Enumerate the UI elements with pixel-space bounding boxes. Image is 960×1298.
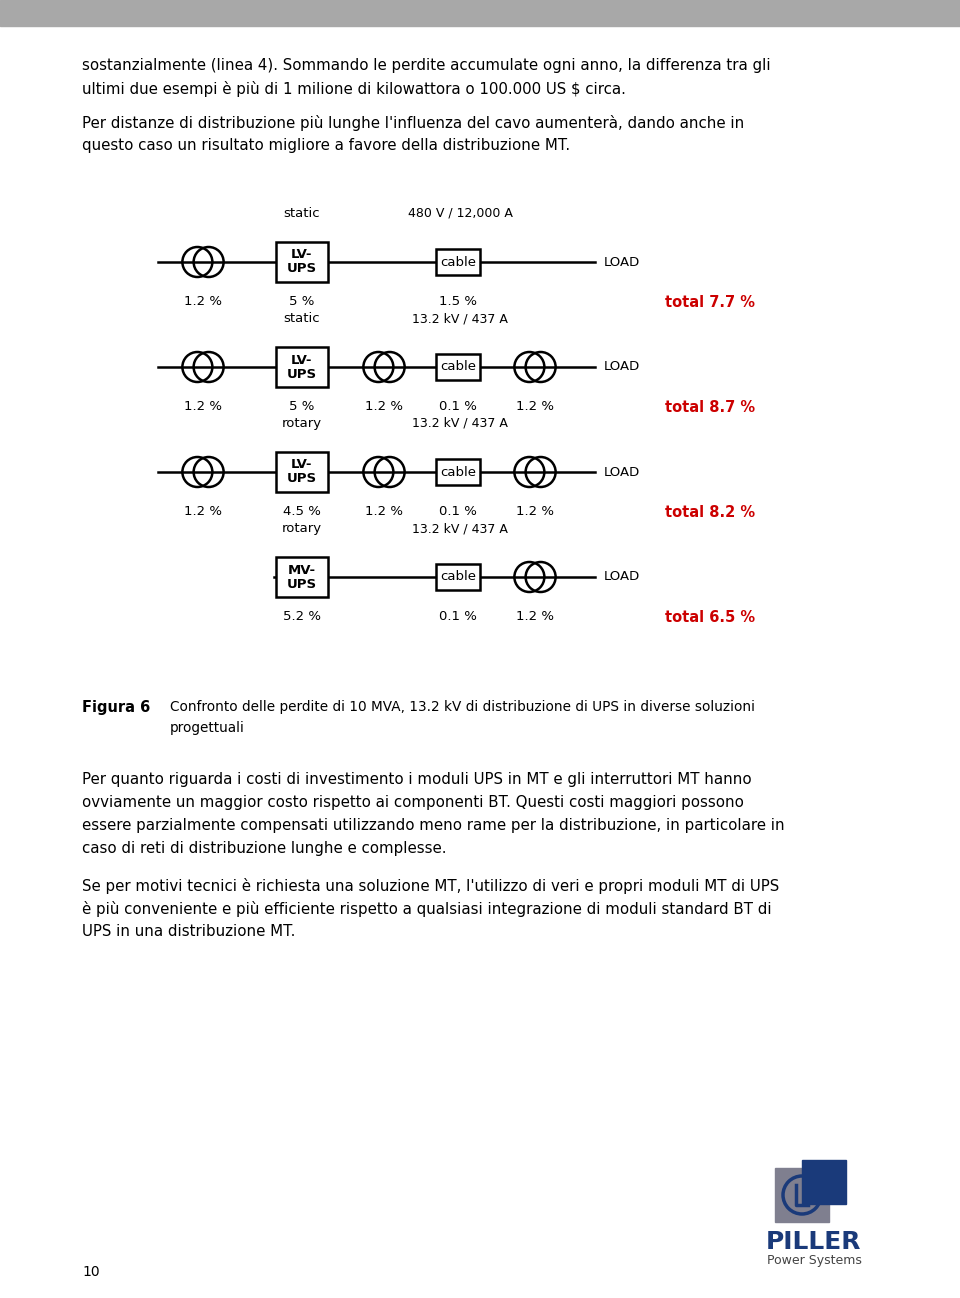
Text: LOAD: LOAD xyxy=(604,361,640,374)
Text: 5 %: 5 % xyxy=(289,295,315,308)
Text: 13.2 kV / 437 A: 13.2 kV / 437 A xyxy=(412,312,508,324)
Text: rotary: rotary xyxy=(282,417,322,430)
Bar xyxy=(436,354,480,380)
Text: Per quanto riguarda i costi di investimento i moduli UPS in MT e gli interruttor: Per quanto riguarda i costi di investime… xyxy=(82,772,752,787)
Bar xyxy=(436,565,480,591)
Text: LOAD: LOAD xyxy=(604,256,640,269)
Text: caso di reti di distribuzione lunghe e complesse.: caso di reti di distribuzione lunghe e c… xyxy=(82,841,446,855)
Text: 1.2 %: 1.2 % xyxy=(184,505,222,518)
Text: rotary: rotary xyxy=(282,522,322,535)
Text: cable: cable xyxy=(440,466,476,479)
Text: Per distanze di distribuzione più lunghe l'influenza del cavo aumenterà, dando a: Per distanze di distribuzione più lunghe… xyxy=(82,116,744,131)
Text: cable: cable xyxy=(440,256,476,269)
Text: 13.2 kV / 437 A: 13.2 kV / 437 A xyxy=(412,417,508,430)
Bar xyxy=(276,347,328,387)
Text: 1.2 %: 1.2 % xyxy=(184,295,222,308)
Text: 0.1 %: 0.1 % xyxy=(439,400,477,413)
Text: LOAD: LOAD xyxy=(604,466,640,479)
Text: Power Systems: Power Systems xyxy=(767,1254,861,1267)
Text: 1.2 %: 1.2 % xyxy=(516,400,554,413)
Text: sostanzialmente (linea 4). Sommando le perdite accumulate ogni anno, la differen: sostanzialmente (linea 4). Sommando le p… xyxy=(82,58,771,73)
Text: cable: cable xyxy=(440,361,476,374)
Bar xyxy=(775,1168,829,1221)
Text: LV-
UPS: LV- UPS xyxy=(287,248,317,275)
Bar xyxy=(802,1160,846,1205)
Text: è più conveniente e più efficiente rispetto a qualsiasi integrazione di moduli s: è più conveniente e più efficiente rispe… xyxy=(82,901,772,916)
Bar xyxy=(436,459,480,485)
Bar xyxy=(436,249,480,275)
Text: ultimi due esempi è più di 1 milione di kilowattora o 100.000 US $ circa.: ultimi due esempi è più di 1 milione di … xyxy=(82,80,626,97)
Text: 1.2 %: 1.2 % xyxy=(516,610,554,623)
Text: 10: 10 xyxy=(82,1266,100,1279)
Text: Figura 6: Figura 6 xyxy=(82,700,151,715)
Text: 5.2 %: 5.2 % xyxy=(283,610,321,623)
Text: Confronto delle perdite di 10 MVA, 13.2 kV di distribuzione di UPS in diverse so: Confronto delle perdite di 10 MVA, 13.2 … xyxy=(170,700,755,714)
Text: questo caso un risultato migliore a favore della distribuzione MT.: questo caso un risultato migliore a favo… xyxy=(82,138,570,153)
Text: essere parzialmente compensati utilizzando meno rame per la distribuzione, in pa: essere parzialmente compensati utilizzan… xyxy=(82,818,784,833)
Text: 5 %: 5 % xyxy=(289,400,315,413)
Text: PILLER: PILLER xyxy=(766,1231,862,1254)
Text: MV-
UPS: MV- UPS xyxy=(287,563,317,591)
Text: 1.5 %: 1.5 % xyxy=(439,295,477,308)
Text: total 8.2 %: total 8.2 % xyxy=(665,505,756,520)
Bar xyxy=(0,0,960,26)
Text: total 8.7 %: total 8.7 % xyxy=(665,400,756,415)
Text: 480 V / 12,000 A: 480 V / 12,000 A xyxy=(408,206,513,219)
Text: 1.2 %: 1.2 % xyxy=(516,505,554,518)
Text: 1.2 %: 1.2 % xyxy=(365,400,403,413)
Bar xyxy=(276,241,328,282)
Text: total 7.7 %: total 7.7 % xyxy=(665,295,755,310)
Text: 1.2 %: 1.2 % xyxy=(365,505,403,518)
Text: 0.1 %: 0.1 % xyxy=(439,610,477,623)
Text: 13.2 kV / 437 A: 13.2 kV / 437 A xyxy=(412,522,508,535)
Text: progettuali: progettuali xyxy=(170,720,245,735)
Text: Se per motivi tecnici è richiesta una soluzione MT, l'utilizzo di veri e propri : Se per motivi tecnici è richiesta una so… xyxy=(82,877,780,894)
Text: cable: cable xyxy=(440,571,476,584)
Text: static: static xyxy=(284,312,321,324)
Text: UPS in una distribuzione MT.: UPS in una distribuzione MT. xyxy=(82,924,296,938)
Text: LOAD: LOAD xyxy=(604,571,640,584)
Bar xyxy=(276,452,328,492)
Text: ovviamente un maggior costo rispetto ai componenti BT. Questi costi maggiori pos: ovviamente un maggior costo rispetto ai … xyxy=(82,794,744,810)
Bar xyxy=(276,557,328,597)
Text: LV-
UPS: LV- UPS xyxy=(287,458,317,485)
Text: static: static xyxy=(284,206,321,219)
Text: 0.1 %: 0.1 % xyxy=(439,505,477,518)
Text: 4.5 %: 4.5 % xyxy=(283,505,321,518)
Text: LV-
UPS: LV- UPS xyxy=(287,353,317,380)
Text: total 6.5 %: total 6.5 % xyxy=(665,610,756,626)
Text: 1.2 %: 1.2 % xyxy=(184,400,222,413)
